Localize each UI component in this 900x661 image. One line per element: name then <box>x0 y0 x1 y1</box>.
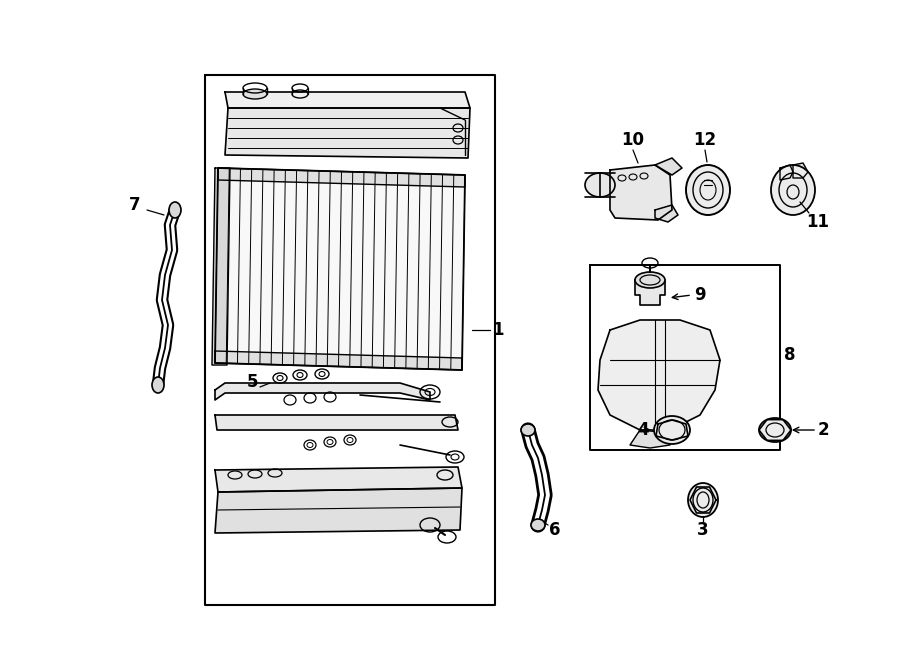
Text: 1: 1 <box>492 321 504 339</box>
Text: 2: 2 <box>817 421 829 439</box>
Text: 5: 5 <box>248 373 259 391</box>
Ellipse shape <box>531 519 545 531</box>
Polygon shape <box>780 165 793 180</box>
Polygon shape <box>598 320 720 430</box>
Polygon shape <box>215 415 458 430</box>
Polygon shape <box>225 108 470 158</box>
Text: 9: 9 <box>694 286 706 304</box>
Polygon shape <box>635 280 665 305</box>
Polygon shape <box>630 430 670 448</box>
Polygon shape <box>656 420 688 440</box>
Ellipse shape <box>688 483 718 517</box>
Ellipse shape <box>521 424 535 436</box>
Ellipse shape <box>759 418 791 442</box>
Ellipse shape <box>169 202 181 218</box>
Ellipse shape <box>152 377 164 393</box>
Ellipse shape <box>771 165 815 215</box>
Polygon shape <box>225 92 470 108</box>
Text: 4: 4 <box>637 421 649 439</box>
Ellipse shape <box>686 165 730 215</box>
Polygon shape <box>655 205 678 222</box>
Polygon shape <box>215 488 462 533</box>
Polygon shape <box>655 158 682 175</box>
Polygon shape <box>215 467 462 492</box>
Polygon shape <box>610 165 672 220</box>
Polygon shape <box>215 383 430 400</box>
Text: 11: 11 <box>806 213 830 231</box>
Ellipse shape <box>585 173 615 197</box>
Polygon shape <box>215 168 465 370</box>
Ellipse shape <box>243 89 267 99</box>
Polygon shape <box>212 168 230 365</box>
Text: 10: 10 <box>622 131 644 149</box>
Text: 12: 12 <box>693 131 716 149</box>
Polygon shape <box>793 163 808 178</box>
Text: 3: 3 <box>698 521 709 539</box>
Text: 7: 7 <box>130 196 140 214</box>
Ellipse shape <box>654 416 690 444</box>
Text: 6: 6 <box>549 521 561 539</box>
Polygon shape <box>215 351 462 370</box>
Ellipse shape <box>635 272 665 288</box>
Polygon shape <box>218 168 465 187</box>
Text: 8: 8 <box>784 346 796 364</box>
